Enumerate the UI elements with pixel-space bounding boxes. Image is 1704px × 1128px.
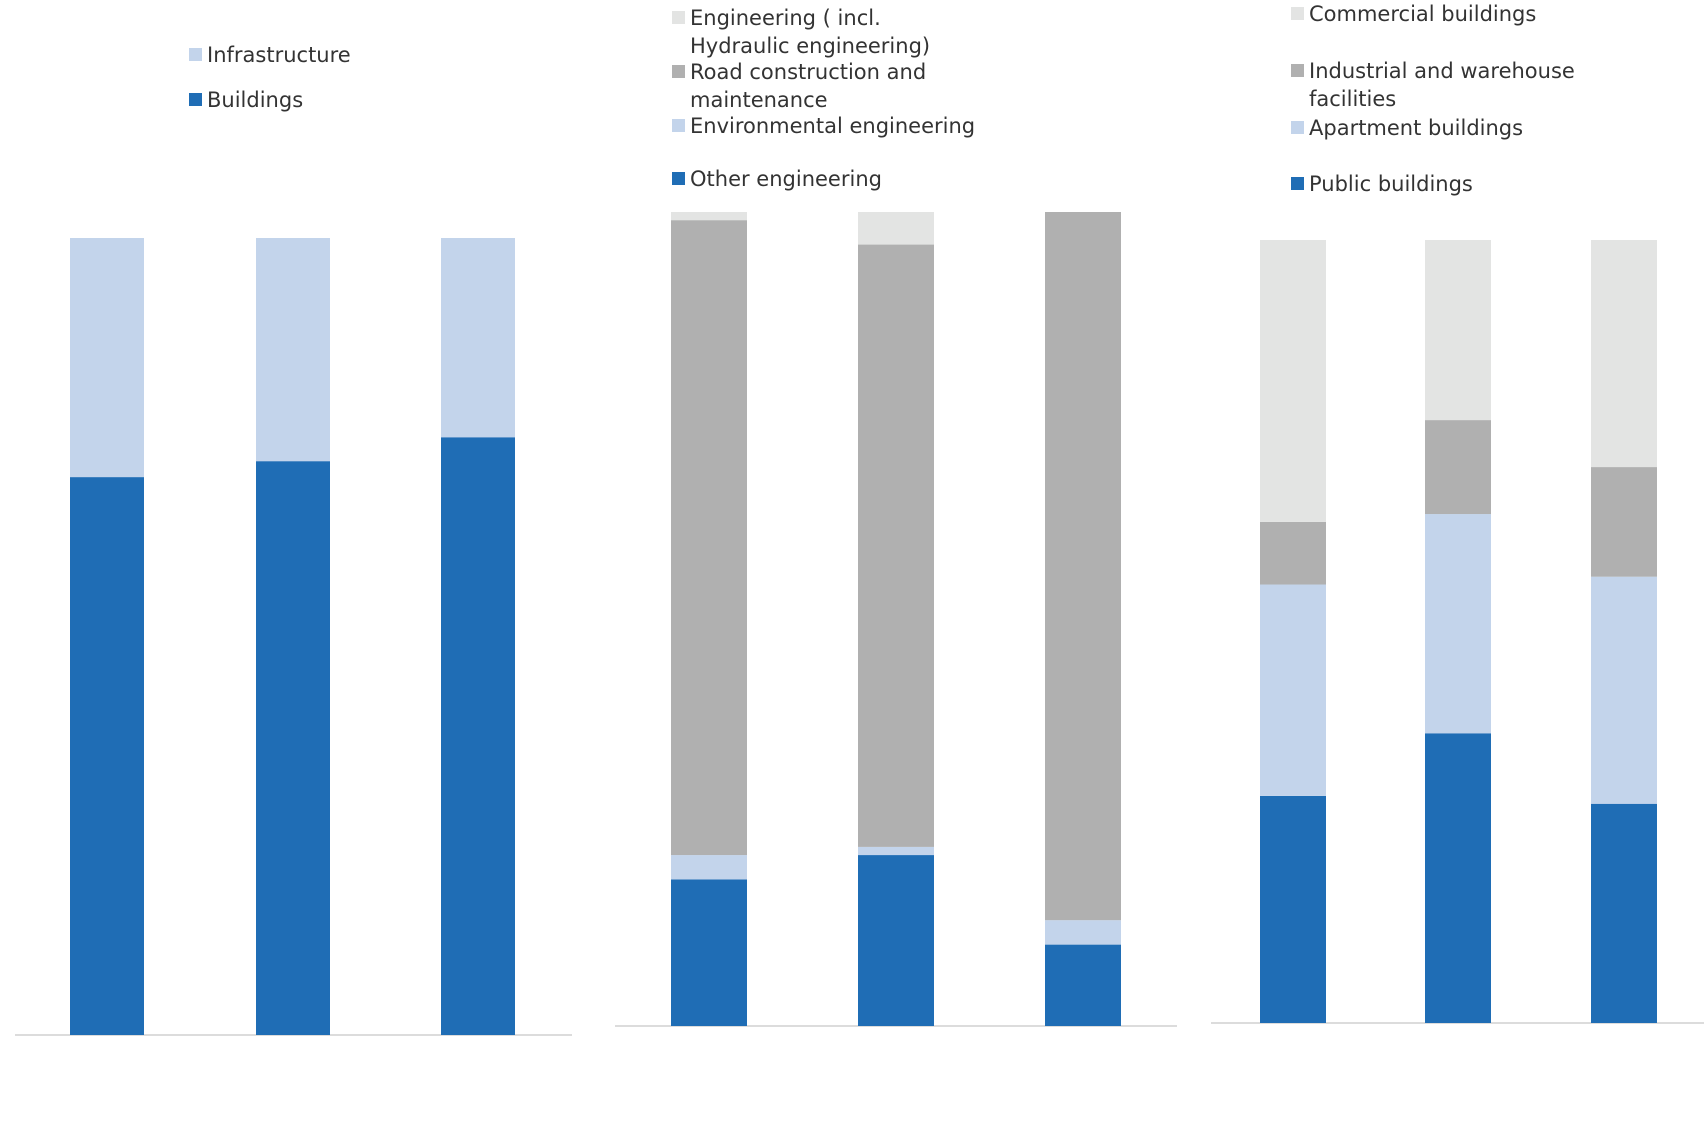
bar-commercial-buildings-12m-2019 [1260, 240, 1326, 522]
legend-swatch-buildings [189, 93, 202, 106]
bar-public-buildings-12m-2021 [1591, 803, 1657, 1023]
bar-public-buildings-12m-2020 [1425, 733, 1491, 1023]
legend-label-commercial-buildings: Commercial buildings [1309, 2, 1536, 26]
bar-buildings-12m-2021 [441, 437, 515, 1035]
bar-other-engineering-12m-2020 [858, 855, 934, 1026]
bar-industrial-and-warehouse-facilities-12m-2020 [1425, 420, 1491, 515]
bar-road-construction-and-maintenance-12m-2021 [1045, 212, 1121, 921]
bar-industrial-and-warehouse-facilities-12m-2021 [1591, 467, 1657, 577]
legend-label-engineering-incl-hydraulic-engineering: Engineering ( incl. Hydraulic engineering… [690, 6, 930, 58]
bar-commercial-buildings-12m-2021 [1591, 240, 1657, 468]
legend-label-apartment-buildings: Apartment buildings [1309, 116, 1523, 140]
legend-swatch-apartment-buildings [1291, 121, 1304, 134]
bar-buildings-12m-2020 [256, 461, 330, 1035]
bar-industrial-and-warehouse-facilities-12m-2019 [1260, 521, 1326, 585]
legend-swatch-road-construction-and-maintenance [672, 65, 685, 78]
bar-apartment-buildings-12m-2019 [1260, 584, 1326, 796]
legend-swatch-public-buildings [1291, 177, 1304, 190]
bar-other-engineering-12m-2021 [1045, 944, 1121, 1026]
bar-engineering-incl-hydraulic-engineering-12m-2019 [671, 212, 747, 221]
legend-swatch-other-engineering [672, 172, 685, 185]
bar-engineering-incl-hydraulic-engineering-12m-2020 [858, 212, 934, 245]
bar-infrastructure-12m-2021 [441, 238, 515, 438]
legend-label-road-construction-and-maintenance: Road construction and maintenance [690, 60, 926, 112]
bar-apartment-buildings-12m-2020 [1425, 514, 1491, 734]
bar-other-engineering-12m-2019 [671, 879, 747, 1026]
bar-apartment-buildings-12m-2021 [1591, 576, 1657, 804]
legend-label-other-engineering: Other engineering [690, 167, 882, 191]
bar-environmental-engineering-12m-2021 [1045, 920, 1121, 945]
legend-label-public-buildings: Public buildings [1309, 172, 1473, 196]
bar-public-buildings-12m-2019 [1260, 795, 1326, 1023]
bar-infrastructure-12m-2020 [256, 238, 330, 462]
bar-buildings-12m-2019 [70, 477, 144, 1036]
legend-label-infrastructure: Infrastructure [207, 43, 351, 67]
bar-commercial-buildings-12m-2020 [1425, 240, 1491, 421]
bar-infrastructure-12m-2019 [70, 238, 144, 478]
bar-environmental-engineering-12m-2020 [858, 846, 934, 856]
legend-swatch-industrial-and-warehouse-facilities [1291, 64, 1304, 77]
bar-environmental-engineering-12m-2019 [671, 855, 747, 880]
legend-swatch-infrastructure [189, 48, 202, 61]
bar-road-construction-and-maintenance-12m-2019 [671, 220, 747, 856]
legend-swatch-environmental-engineering [672, 119, 685, 132]
legend-swatch-commercial-buildings [1291, 7, 1304, 20]
legend-label-buildings: Buildings [207, 88, 303, 112]
bar-road-construction-and-maintenance-12m-2020 [858, 244, 934, 847]
legend-label-industrial-and-warehouse-facilities: Industrial and warehouse facilities [1309, 59, 1575, 111]
legend-swatch-engineering-incl-hydraulic-engineering [672, 11, 685, 24]
legend-label-environmental-engineering: Environmental engineering [690, 114, 975, 138]
